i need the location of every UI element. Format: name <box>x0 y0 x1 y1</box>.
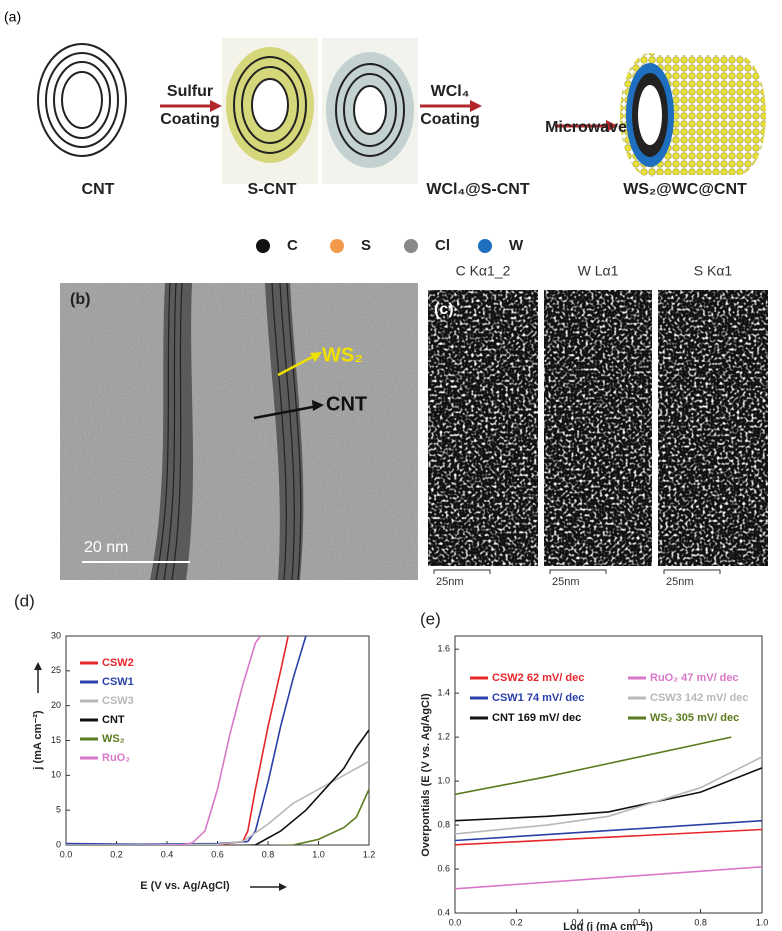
y-axis-label: Overpontials (E (V vs. Ag/AgCl) <box>420 693 432 857</box>
map-scale: 25nm <box>552 576 580 588</box>
series-line <box>66 760 369 845</box>
cnt-drawing <box>37 43 127 157</box>
ws2-label: WS₂ <box>322 344 363 366</box>
y-tick-label: 1.4 <box>437 688 450 698</box>
y-tick-label: 0.4 <box>437 907 450 917</box>
wcl4-drawing <box>322 38 418 184</box>
charts: 0.0 0.2 0.4 0.6 0.8 1.0 1.2 0 5 10 15 20 25 30 (d) E (V… <box>14 591 768 931</box>
scale-label: 20 nm <box>84 539 128 556</box>
x-tick-label: 0.0 <box>60 849 73 859</box>
axis-arrow <box>34 662 287 891</box>
series-line <box>455 767 762 822</box>
map-title: W Lα1 <box>578 263 619 279</box>
y-axis-label: j (mA cm⁻²) <box>32 710 44 771</box>
series-line <box>455 866 762 890</box>
x-tick-label: 1.0 <box>756 917 769 927</box>
panel-label: (a) <box>4 9 21 25</box>
map-title: S Kα1 <box>694 263 733 279</box>
legend-label: CSW2 <box>102 657 134 669</box>
x-tick-label: 0.6 <box>633 917 646 927</box>
series-line <box>230 729 369 845</box>
plot-frame <box>454 635 763 914</box>
panel-label: (e) <box>420 609 441 628</box>
y-tick-label: 5 <box>56 805 61 815</box>
x-tick-label: 0.0 <box>449 917 462 927</box>
stage-label: WS₂@WC@CNT <box>623 181 747 198</box>
legend-label: CSW3 142 mV/ dec <box>650 692 748 704</box>
legend-dot <box>404 239 418 253</box>
legend-dot <box>478 239 492 253</box>
x-axis-label: Log (j (mA cm⁻²)) <box>563 921 653 931</box>
legend-label: RuO₂ 47 mV/ dec <box>650 672 739 684</box>
x-tick-label: 0.4 <box>161 849 174 859</box>
y-tick-label: 15 <box>51 735 61 745</box>
x-tick-label: 0.8 <box>262 849 275 859</box>
series-line <box>455 736 732 796</box>
tem-image <box>60 282 418 581</box>
cnt-label: CNT <box>326 393 367 415</box>
arrow-label: Coating <box>160 111 220 128</box>
x-tick-label: 1.0 <box>312 849 325 859</box>
legend-label: Cl <box>435 237 450 254</box>
legend-dot <box>256 239 270 253</box>
x-tick-label: 1.2 <box>363 849 376 859</box>
map-scale: 25nm <box>666 576 694 588</box>
arrow-label: WCl₄ <box>431 83 470 100</box>
legend-label: CNT 169 mV/ dec <box>492 712 581 724</box>
legend-label: CSW1 74 mV/ dec <box>492 692 584 704</box>
legend-label: RuO₂ <box>102 752 130 764</box>
legend-label: CNT <box>102 714 125 726</box>
y-tick-label: 0.8 <box>437 819 450 829</box>
y-tick-label: 0.6 <box>437 863 450 873</box>
arrow-label: Coating <box>420 111 480 128</box>
y-tick-label: 1.0 <box>437 775 450 785</box>
series-line <box>174 636 289 845</box>
arrows <box>160 100 618 132</box>
y-tick-label: 0 <box>56 839 61 849</box>
x-tick-label: 0.2 <box>110 849 123 859</box>
legend-label: CSW1 <box>102 676 134 688</box>
y-tick-label: 30 <box>51 630 61 640</box>
ws2-drawing <box>620 53 766 177</box>
map-title: C Kα1_2 <box>456 263 511 279</box>
panel-label: (c) <box>434 301 454 318</box>
series-line <box>455 756 762 835</box>
atom-legend: C S Cl W <box>256 237 524 254</box>
legend-label: C <box>287 237 298 254</box>
legend-label: CSW3 <box>102 695 134 707</box>
x-axis-label: E (V vs. Ag/AgCl) <box>140 880 230 892</box>
map-scale: 25nm <box>436 576 464 588</box>
series-line <box>270 788 369 845</box>
legend-label: S <box>361 237 371 254</box>
y-tick-label: 1.6 <box>437 644 450 654</box>
legend-label: WS₂ <box>102 733 125 745</box>
x-tick-label: 0.2 <box>510 917 523 927</box>
series-line <box>130 636 262 845</box>
y-tick-label: 20 <box>51 700 61 710</box>
legend-label: W <box>509 237 524 254</box>
y-tick-label: 25 <box>51 665 61 675</box>
x-tick-label: 0.6 <box>211 849 224 859</box>
stage-label: WCl₄@S-CNT <box>426 181 529 198</box>
x-tick-label: 0.4 <box>572 917 585 927</box>
series-line <box>455 819 762 842</box>
stage-label: CNT <box>82 181 115 198</box>
y-tick-label: 10 <box>51 770 61 780</box>
panel-label: (d) <box>14 591 35 610</box>
series-line <box>455 828 762 846</box>
arrow-label: Microwave <box>545 119 627 136</box>
s-cnt-drawing <box>222 38 318 184</box>
y-tick-label: 1.2 <box>437 732 450 742</box>
legend-label: CSW2 62 mV/ dec <box>492 672 584 684</box>
x-tick-label: 0.8 <box>694 917 707 927</box>
panel-label: (b) <box>70 291 90 308</box>
arrow-label: Sulfur <box>167 83 213 100</box>
eds-maps <box>428 290 768 574</box>
legend-dot <box>330 239 344 253</box>
legend-label: WS₂ 305 mV/ dec <box>650 712 739 724</box>
stage-label: S-CNT <box>248 181 297 198</box>
